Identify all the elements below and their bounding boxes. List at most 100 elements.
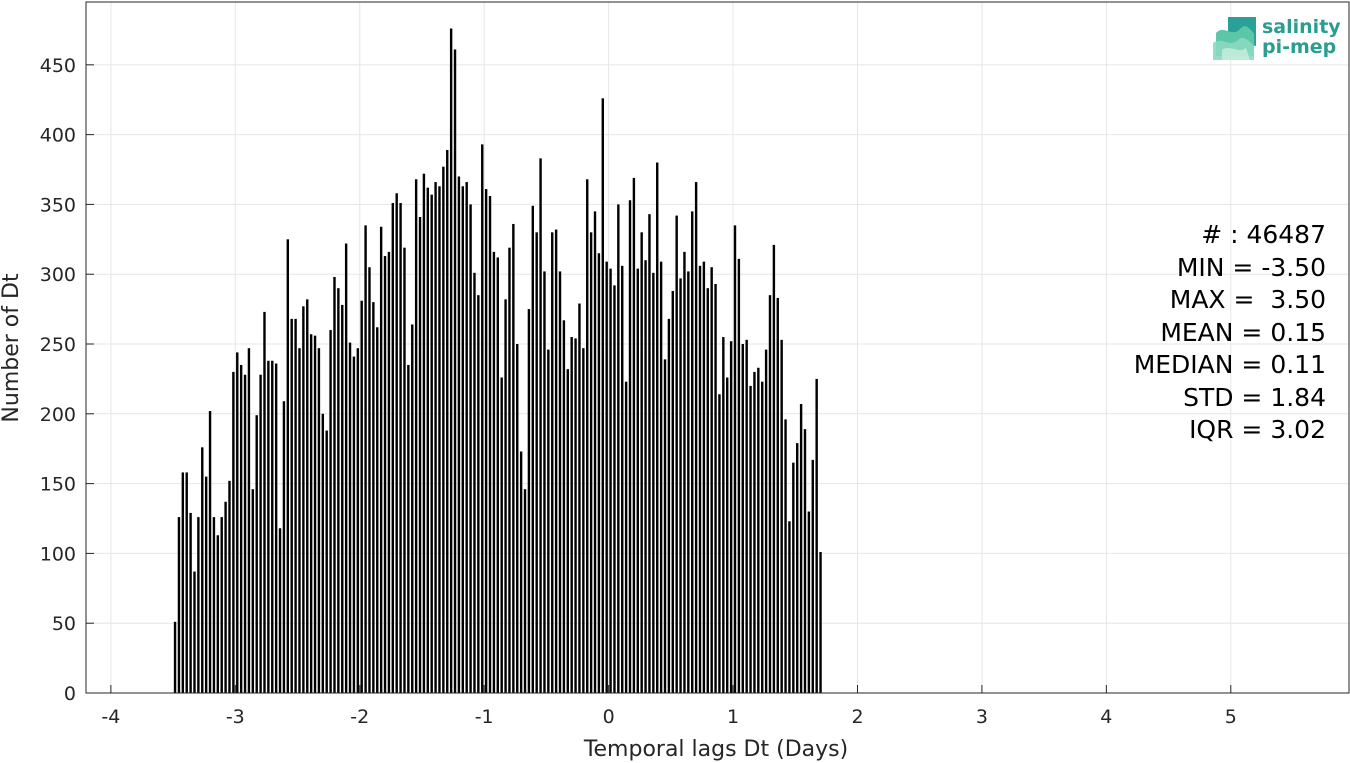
histogram-bar	[753, 371, 756, 693]
histogram-bar	[788, 521, 791, 693]
histogram-bar	[185, 472, 188, 693]
histogram-bar	[687, 271, 690, 693]
histogram-bar	[403, 247, 406, 693]
histogram-bar	[376, 327, 379, 693]
histogram-bar	[243, 374, 247, 693]
stat-mean: MEAN = 0.15	[1160, 318, 1326, 347]
histogram-bar	[613, 285, 616, 693]
histogram-bar	[181, 472, 185, 693]
histogram-bar	[395, 193, 398, 693]
histogram-bar	[803, 429, 807, 693]
histogram-bar	[504, 299, 507, 693]
histogram-bar	[679, 278, 682, 693]
histogram-bar	[749, 385, 752, 693]
x-tick-label: 5	[1225, 706, 1237, 728]
histogram-bar	[796, 443, 799, 693]
histogram-bar	[341, 304, 344, 693]
histogram-bar	[554, 229, 558, 693]
histogram-bar	[741, 344, 744, 693]
y-tick-label: 50	[52, 613, 76, 635]
histogram-bar	[267, 360, 270, 693]
histogram-bar	[352, 356, 356, 693]
histogram-bar	[197, 517, 200, 693]
histogram-bar	[726, 377, 729, 693]
x-tick-label: 1	[727, 706, 739, 728]
histogram-bar	[442, 166, 445, 693]
histogram-bar	[512, 223, 515, 693]
histogram-bar	[659, 261, 663, 693]
histogram-bar	[761, 381, 764, 693]
histogram-bar	[438, 186, 441, 693]
stat-iqr: IQR = 3.02	[1189, 415, 1326, 444]
histogram-bar	[274, 363, 278, 693]
x-tick-label: -3	[226, 706, 245, 728]
histogram-bar	[212, 517, 216, 693]
histogram-bar	[632, 177, 636, 693]
histogram-bar	[535, 232, 538, 694]
histogram-bar	[204, 476, 208, 693]
x-axis-label: Temporal lags Dt (Days)	[583, 737, 848, 762]
histogram-bar	[539, 158, 542, 693]
histogram-bar	[508, 247, 511, 693]
histogram-bar	[379, 226, 383, 693]
histogram-bar	[193, 571, 196, 693]
histogram-bar	[597, 253, 601, 694]
histogram-bar	[562, 320, 566, 693]
histogram-bar	[815, 378, 818, 693]
histogram-bar	[792, 462, 795, 693]
histogram-bar	[364, 225, 367, 694]
histogram-bar	[652, 272, 655, 693]
histogram-bar	[383, 256, 387, 693]
histogram-bar	[411, 324, 414, 693]
histogram-bar	[294, 318, 297, 693]
histogram-bar	[372, 302, 375, 693]
logo-text-line1: salinity	[1262, 16, 1341, 38]
histogram-bar	[768, 295, 772, 693]
histogram-bar	[263, 311, 266, 693]
histogram-bar	[228, 480, 231, 693]
histogram-bar	[551, 232, 554, 694]
histogram-bar	[776, 297, 779, 693]
histogram-bar	[247, 348, 251, 693]
x-tick-label: -1	[475, 706, 494, 728]
y-axis-label: Number of Dt	[0, 273, 24, 423]
histogram-bar	[391, 203, 395, 693]
histogram-bar	[718, 394, 721, 693]
histogram-bar	[473, 272, 476, 693]
histogram-bar	[589, 232, 593, 694]
stat-count: # : 46487	[1201, 220, 1326, 249]
histogram-bar	[772, 244, 776, 693]
histogram-bar	[220, 517, 223, 693]
stat-std: STD = 1.84	[1183, 383, 1326, 412]
histogram-bar	[593, 211, 597, 694]
y-tick-label: 100	[40, 543, 76, 565]
histogram-bar	[236, 352, 239, 693]
histogram-bar	[574, 338, 577, 693]
histogram-bar	[745, 339, 748, 693]
histogram-bar	[407, 364, 410, 693]
histogram-bar	[208, 411, 212, 693]
histogram-bar	[617, 204, 620, 694]
histogram-bar	[516, 344, 519, 693]
histogram-bar	[286, 239, 290, 694]
histogram-bar	[461, 186, 465, 693]
histogram-bar	[469, 204, 472, 694]
stat-max: MAX = 3.50	[1170, 285, 1326, 314]
x-tick-label: -2	[350, 706, 369, 728]
histogram-bar	[189, 512, 192, 693]
histogram-bar	[418, 216, 422, 693]
histogram-bar	[764, 349, 768, 693]
histogram-bar	[500, 377, 503, 693]
histogram-bar	[644, 260, 647, 693]
histogram-bar	[251, 489, 255, 693]
histogram-bar	[527, 309, 531, 693]
histogram-bar	[694, 182, 698, 693]
y-tick-label: 400	[40, 125, 76, 147]
histogram-bar	[337, 288, 340, 693]
histogram-bar	[519, 451, 523, 693]
histogram-bar	[691, 211, 694, 694]
histogram-bar	[298, 348, 301, 693]
histogram-bar	[523, 489, 527, 693]
y-tick-label: 150	[40, 474, 76, 496]
histogram-bar	[255, 415, 258, 693]
